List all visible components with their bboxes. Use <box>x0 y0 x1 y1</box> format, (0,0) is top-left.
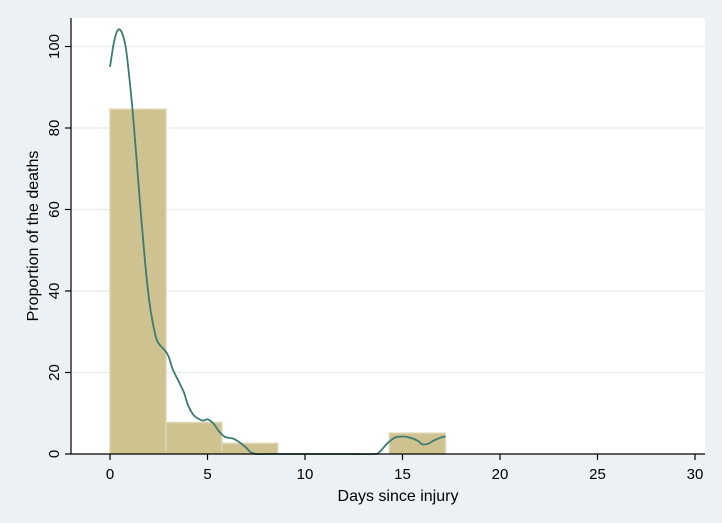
histogram-bar-2 <box>165 421 223 455</box>
x-axis-title: Days since injury <box>338 488 459 505</box>
y-tick-label-60: 60 <box>46 201 63 218</box>
plot-background <box>71 18 705 454</box>
x-tick-label-25: 25 <box>589 466 606 483</box>
density-line-group <box>109 28 446 456</box>
x-tick-label-5: 5 <box>203 466 211 483</box>
y-tick-label-80: 80 <box>46 120 63 137</box>
x-tick-label-0: 0 <box>106 466 114 483</box>
x-tick-label-20: 20 <box>492 466 509 483</box>
grid-lines <box>71 45 705 374</box>
y-tick-label-20: 20 <box>46 364 63 381</box>
tick-labels: 0 5 10 15 20 25 30 0 20 40 60 80 100 <box>46 34 703 483</box>
x-tick-label-30: 30 <box>687 466 704 483</box>
histogram-bar-1 <box>109 108 167 455</box>
x-tick-label-10: 10 <box>297 466 314 483</box>
density-line <box>109 28 446 456</box>
y-tick-label-0: 0 <box>46 450 63 458</box>
x-tick-label-15: 15 <box>394 466 411 483</box>
y-axis-title: Proportion of the deaths <box>25 151 42 322</box>
y-tick-label-100: 100 <box>46 34 63 59</box>
axes <box>65 18 705 460</box>
y-tick-label-40: 40 <box>46 283 63 300</box>
